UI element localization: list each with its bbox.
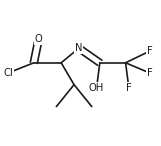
Text: Cl: Cl: [3, 68, 13, 78]
Text: OH: OH: [89, 83, 104, 93]
Text: O: O: [35, 34, 43, 44]
Text: F: F: [147, 46, 153, 56]
Text: F: F: [147, 68, 153, 78]
Text: F: F: [126, 83, 132, 93]
Text: N: N: [75, 43, 83, 53]
